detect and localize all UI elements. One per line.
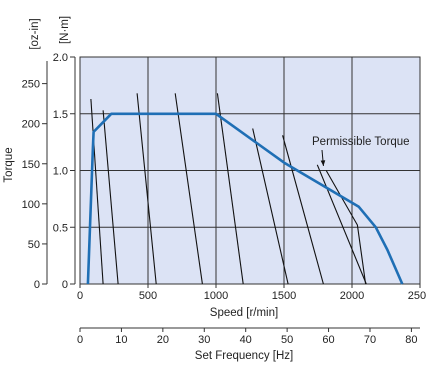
load-line <box>136 93 157 285</box>
load-line <box>90 98 104 285</box>
x-tick-label-frequency: 40 <box>240 334 252 346</box>
x-axis-label-frequency: Set Frequency [Hz] <box>195 350 293 362</box>
y-units-outer-label: [oz-in] <box>29 18 41 49</box>
x-tick-label-frequency: 80 <box>405 334 417 346</box>
permissible-torque-annotation: Permissible Torque <box>312 136 410 148</box>
permissible-torque-curve <box>86 112 404 285</box>
load-line <box>325 170 367 285</box>
y-tick-label-nm: 1.5 <box>53 109 68 121</box>
x-axis-label: Speed [r/min] <box>210 307 278 319</box>
y-axis-label: Torque <box>3 147 15 182</box>
load-line <box>316 164 367 285</box>
load-lines <box>90 93 367 285</box>
y-tick-label-ozin: 150 <box>22 159 40 171</box>
x-tick-label-frequency: 10 <box>115 334 127 346</box>
y-tick-label-nm: 1.0 <box>53 166 68 178</box>
x-tick-label-speed: 0 <box>77 290 83 302</box>
x-tick-label-frequency: 50 <box>281 334 293 346</box>
x-tick-label-speed: 1000 <box>204 290 228 302</box>
y-tick-label-ozin: 100 <box>22 199 40 211</box>
y-tick-label-nm: 0 <box>62 279 68 291</box>
y-tick-label-nm: 2.0 <box>53 52 68 64</box>
load-line <box>282 135 324 285</box>
y-units-inner-label: [N·m] <box>59 16 71 44</box>
load-line <box>252 128 289 285</box>
series-line-permissible-torque <box>86 112 404 285</box>
y-tick-label-ozin: 50 <box>28 239 40 251</box>
y-tick-label-ozin: 200 <box>22 119 40 131</box>
load-line <box>102 110 119 285</box>
load-line <box>216 93 244 285</box>
x-tick-label-speed: 1500 <box>272 290 296 302</box>
x-tick-label-frequency: 30 <box>198 334 210 346</box>
x-tick-label-speed: 2000 <box>340 290 364 302</box>
y-tick-label-nm: 0.5 <box>53 222 68 234</box>
x-tick-label-frequency: 20 <box>157 334 169 346</box>
plot-area <box>79 56 421 285</box>
load-line <box>174 93 203 285</box>
axes <box>42 56 421 332</box>
y-tick-label-ozin: 0 <box>34 279 40 291</box>
x-tick-label-frequency: 70 <box>364 334 376 346</box>
x-tick-label-speed: 500 <box>139 290 157 302</box>
x-tick-label-frequency: 60 <box>322 334 334 346</box>
annotation-arrowhead <box>320 160 326 166</box>
x-tick-label-frequency: 0 <box>77 334 83 346</box>
y-tick-label-ozin: 250 <box>22 79 40 91</box>
